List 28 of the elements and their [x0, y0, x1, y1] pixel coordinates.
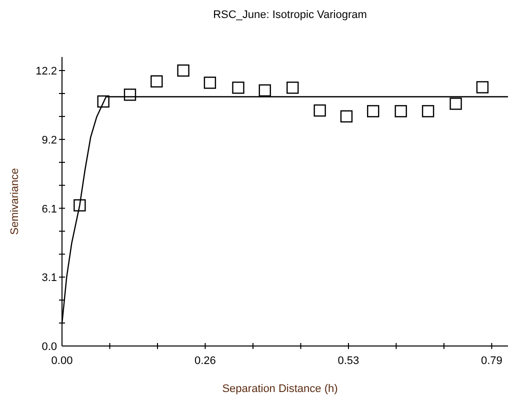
- y-tick-label: 3.1: [42, 272, 57, 284]
- point: [286, 82, 299, 94]
- point: [394, 105, 407, 118]
- y-tick-label: 12.2: [36, 66, 57, 78]
- point: [450, 98, 462, 110]
- point: [232, 82, 244, 94]
- point: [422, 105, 434, 118]
- y-tick-label: 6.1: [42, 203, 57, 216]
- point: [258, 84, 271, 97]
- x-axis-title: Separation Distance (h): [222, 383, 338, 395]
- x-tick-label: 0.79: [480, 355, 502, 367]
- point: [150, 75, 163, 88]
- x-tick-label: 0.00: [51, 355, 73, 367]
- point: [177, 64, 190, 77]
- x-tick-label: 0.53: [338, 355, 360, 367]
- point: [314, 104, 326, 117]
- point: [97, 95, 110, 108]
- y-axis-title: Semivariance: [9, 168, 21, 235]
- x-tick-label: 0.26: [194, 355, 216, 367]
- point: [204, 76, 216, 89]
- y-tick-label: 9.2: [42, 134, 57, 146]
- point: [367, 105, 380, 118]
- point: [476, 81, 489, 94]
- point: [124, 88, 136, 101]
- y-tick-label: 0.0: [42, 341, 57, 353]
- point: [74, 199, 86, 212]
- chart-title: RSC_June: Isotropic Variogram: [213, 9, 367, 21]
- point: [340, 110, 353, 122]
